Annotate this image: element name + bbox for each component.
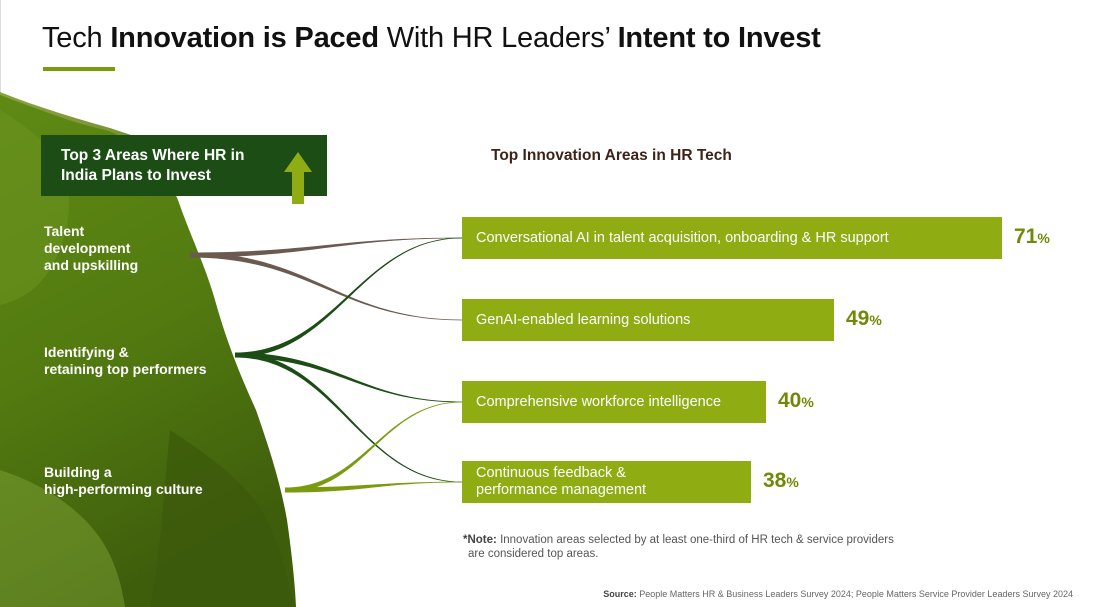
source-citation: Source: People Matters HR & Business Lea… <box>603 589 1073 599</box>
area-label-line: retaining top performers <box>44 361 207 377</box>
area-label-talent: Talent development and upskilling <box>44 223 138 274</box>
connector-link-4 <box>235 352 462 403</box>
mountain-dark-lower <box>150 430 294 607</box>
area-label-performers: Identifying & retaining top performers <box>44 344 207 378</box>
bar-value-number: 49 <box>846 307 870 330</box>
bar-1: Conversational AI in talent acquisition,… <box>462 217 1002 259</box>
connector-link-6 <box>285 401 462 493</box>
bar-value-label: 49% <box>846 307 882 331</box>
bar-value-number: 38 <box>763 469 787 492</box>
bar-value-unit: % <box>869 312 882 328</box>
callout-line-2: India Plans to Invest <box>61 167 211 184</box>
title-underline <box>43 67 115 71</box>
bar-label: Continuous feedback & <box>476 465 626 481</box>
connector-links <box>190 237 462 493</box>
bar-value-number: 40 <box>778 389 802 412</box>
area-label-line: development <box>44 240 131 256</box>
bar-label: Conversational AI in talent acquisition,… <box>476 229 889 246</box>
bar-label: GenAI-enabled learning solutions <box>476 311 691 328</box>
connector-link-3 <box>235 237 462 358</box>
connector-link-7 <box>285 481 462 493</box>
up-arrow-icon <box>284 152 312 204</box>
bar-value-unit: % <box>1037 230 1050 246</box>
bar-value-label: 71% <box>1014 225 1050 249</box>
mountain-highlight-lower <box>0 470 125 607</box>
callout-line-1: Top 3 Areas Where HR in <box>61 147 245 164</box>
footnote-line-2: are considered top areas. <box>468 548 599 560</box>
area-label-line: high-performing culture <box>44 481 203 497</box>
connector-link-1 <box>190 237 462 258</box>
footnote: *Note: Innovation areas selected by at l… <box>463 533 933 561</box>
area-label-culture: Building a high-performing culture <box>44 464 203 498</box>
bar-value-number: 71 <box>1014 225 1038 248</box>
chart-title: Top Innovation Areas in HR Tech <box>491 147 732 164</box>
bar-label: performance management <box>476 482 647 498</box>
page-title: Tech Innovation is Paced With HR Leaders… <box>42 22 821 54</box>
bar-3: Comprehensive workforce intelligence <box>462 381 766 423</box>
bar-2: GenAI-enabled learning solutions <box>462 299 834 341</box>
bar-4: Continuous feedback & performance managem… <box>462 461 751 503</box>
connector-link-5 <box>235 352 462 483</box>
area-label-line: Building a <box>44 464 112 480</box>
bar-value-unit: % <box>786 474 799 490</box>
bar-value-label: 40% <box>778 389 814 413</box>
area-label-line: Identifying & <box>44 344 129 360</box>
bar-value-unit: % <box>801 394 814 410</box>
connector-link-2 <box>190 252 462 321</box>
bar-value-label: 38% <box>763 469 799 493</box>
area-label-line: and upskilling <box>44 257 139 273</box>
footnote-line-1: *Note: Innovation areas selected by at l… <box>463 534 894 546</box>
bar-label: Comprehensive workforce intelligence <box>476 393 722 410</box>
area-label-line: Talent <box>44 223 85 239</box>
invest-callout: Top 3 Areas Where HR in India Plans to I… <box>41 135 327 204</box>
